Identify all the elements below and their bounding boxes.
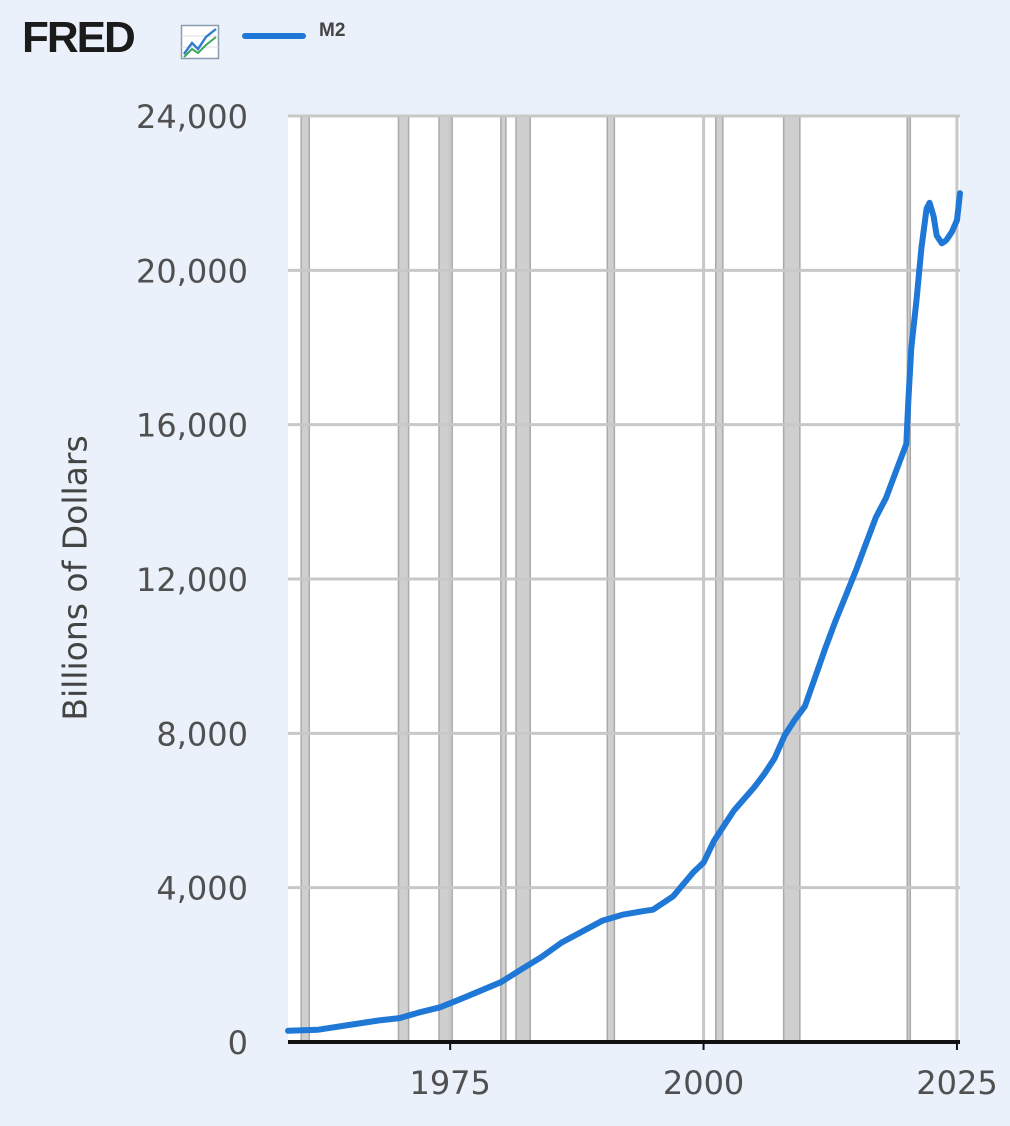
fred-logo[interactable]: FRED xyxy=(22,13,136,62)
axes xyxy=(288,1040,960,1050)
y-tick-label: 20,000 xyxy=(136,252,248,290)
y-tick-label: 12,000 xyxy=(136,561,248,599)
series-line-m2 xyxy=(285,190,963,1034)
x-tick-label: 2000 xyxy=(663,1064,744,1102)
y-tick-label: 16,000 xyxy=(136,407,248,445)
legend-swatch-m2 xyxy=(242,33,306,39)
x-tick-label: 1975 xyxy=(409,1064,490,1102)
y-tick-label: 0 xyxy=(228,1024,248,1062)
x-tick-label: 2025 xyxy=(916,1064,997,1102)
y-tick-label: 8,000 xyxy=(156,715,248,753)
y-tick-label: 24,000 xyxy=(136,98,248,136)
series-layer xyxy=(285,190,963,1034)
y-tick-label: 4,000 xyxy=(156,870,248,908)
gridlines xyxy=(288,114,960,1042)
legend-label-m2: M2 xyxy=(319,20,346,41)
tick-labels: 0 4,000 8,000 12,000 16,000 20,000 24,000 1975 2… xyxy=(136,98,998,1102)
fred-chart-icon xyxy=(180,24,220,60)
